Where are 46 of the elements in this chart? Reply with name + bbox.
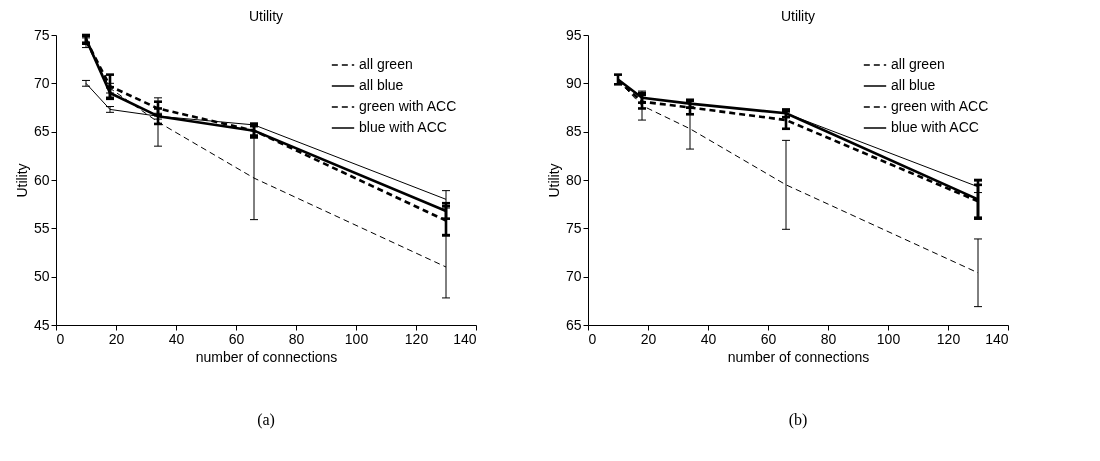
legend-label: all blue [359, 77, 404, 93]
x-tick-label: 100 [876, 330, 901, 347]
x-tick-label: 120 [404, 330, 429, 347]
legend-label: blue with ACC [891, 119, 979, 135]
x-axis-title: number of connections [727, 348, 870, 365]
text: (a) [257, 411, 275, 429]
text: (b) [788, 411, 808, 429]
y-tick-label: 75 [565, 219, 582, 236]
y-tick-label: 50 [33, 268, 50, 285]
y-tick-label: 60 [33, 171, 50, 188]
y-tick-label: 75 [33, 26, 50, 43]
x-tick-label: 140 [985, 330, 1009, 347]
y-tick-label: 70 [565, 268, 582, 285]
y-tick-label: 70 [33, 74, 50, 91]
y-tick-label: 85 [565, 123, 582, 140]
y-axis-title: Utility [13, 163, 30, 198]
chart-title: Utility [248, 8, 284, 24]
y-tick-label: 45 [33, 316, 50, 333]
x-tick-label: 0 [588, 330, 597, 347]
x-tick-label: 80 [820, 330, 837, 347]
x-tick-label: 20 [640, 330, 657, 347]
x-tick-label: 40 [700, 330, 717, 347]
legend-label: all green [891, 56, 945, 72]
legend-label: green with ACC [359, 98, 457, 114]
legend-label: all green [359, 56, 413, 72]
y-axis-title: Utility [545, 163, 562, 198]
y-tick-label: 65 [565, 316, 582, 333]
x-tick-label: 140 [453, 330, 477, 347]
chart-title: Utility [780, 8, 816, 24]
legend-label: blue with ACC [359, 119, 447, 135]
x-tick-label: 80 [288, 330, 305, 347]
y-tick-label: 95 [565, 26, 582, 43]
y-tick-label: 90 [565, 74, 582, 91]
x-axis-title: number of connections [195, 348, 338, 365]
x-tick-label: 100 [344, 330, 369, 347]
x-tick-label: 0 [56, 330, 65, 347]
legend-label: all blue [891, 77, 936, 93]
x-tick-label: 60 [228, 330, 245, 347]
x-tick-label: 40 [168, 330, 185, 347]
legend-label: green with ACC [891, 98, 989, 114]
x-tick-label: 60 [760, 330, 777, 347]
y-tick-label: 55 [33, 219, 50, 236]
y-tick-label: 65 [33, 123, 50, 140]
x-tick-label: 20 [108, 330, 125, 347]
x-tick-label: 120 [936, 330, 961, 347]
y-tick-label: 80 [565, 171, 582, 188]
